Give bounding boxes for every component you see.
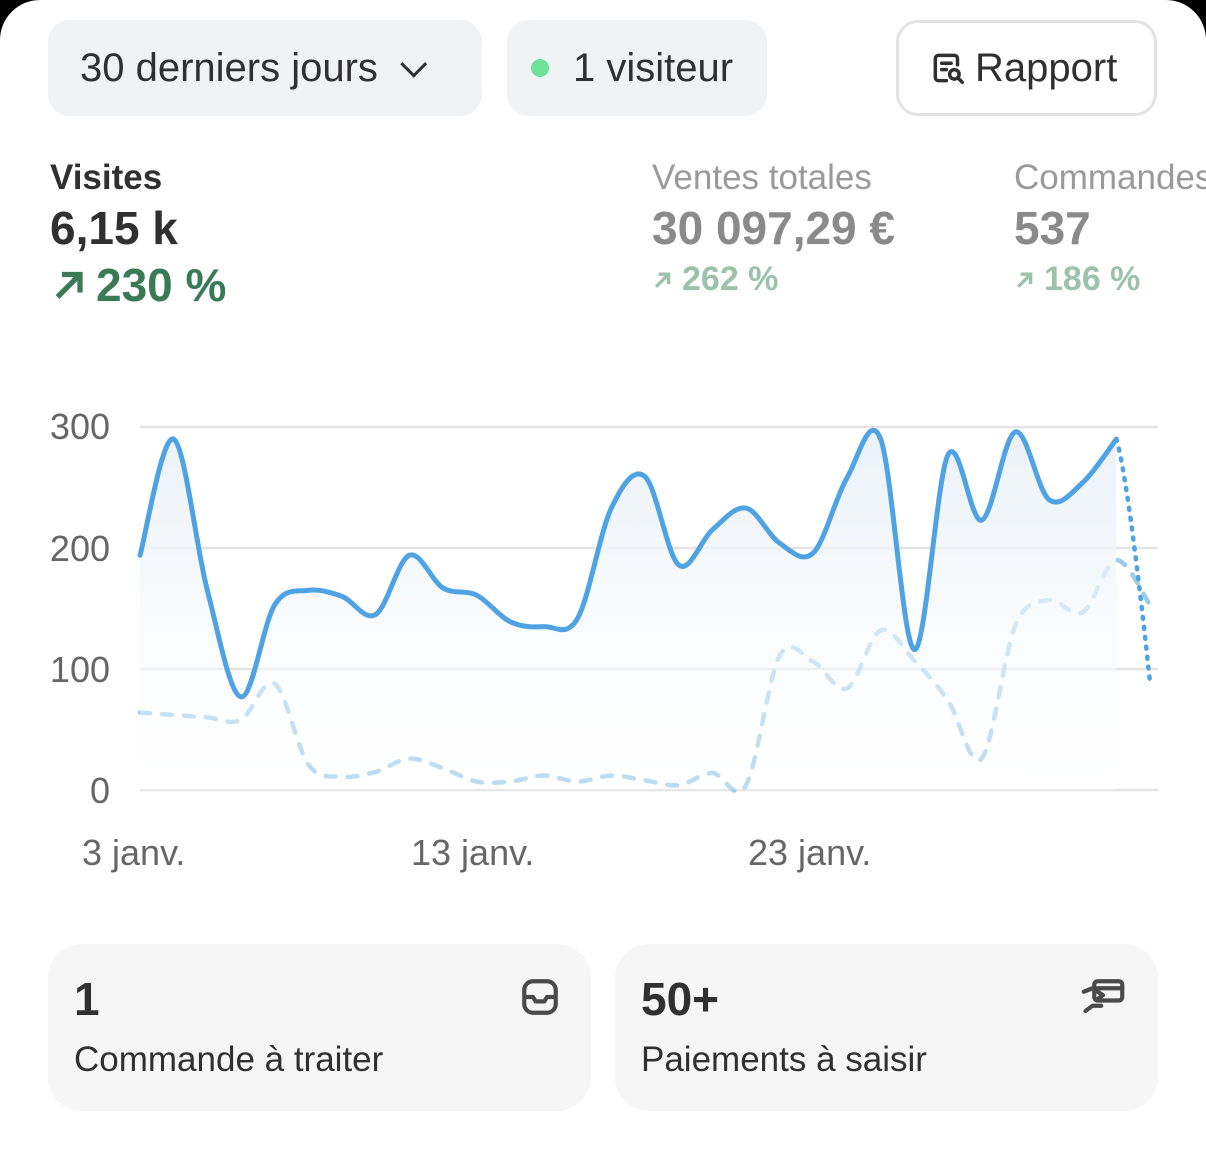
metric-label: Commandes — [1014, 158, 1206, 197]
metric-label: Visites — [50, 158, 163, 197]
series-line-current-incomplete — [1114, 436, 1153, 685]
metric-total-sales[interactable]: Ventes totales 30 097,29 € 262 % — [652, 158, 895, 299]
live-dot-icon — [531, 59, 549, 77]
visitors-label: 1 visiteur — [573, 45, 734, 90]
metric-change: 186 % — [1044, 260, 1141, 298]
metric-visits[interactable]: Visites 6,15 k 230 % — [50, 158, 226, 312]
card-number: 1 — [74, 973, 100, 1025]
metric-label: Ventes totales — [652, 158, 872, 197]
metric-value: 537 — [1014, 202, 1091, 254]
report-search-icon — [933, 53, 964, 84]
series-line-current — [137, 427, 1119, 700]
y-tick-label: 300 — [49, 406, 110, 447]
metric-change: 230 % — [96, 259, 227, 311]
x-tick-label: 23 janv. — [748, 832, 872, 873]
series-area-current — [140, 430, 1117, 790]
metric-value: 6,15 k — [50, 202, 178, 254]
date-range-label: 30 derniers jours — [80, 45, 378, 90]
hand-card-icon — [1081, 979, 1125, 1014]
inbox-icon — [522, 979, 558, 1015]
y-tick-label: 0 — [89, 770, 110, 811]
payments-to-capture-card[interactable]: 50+ Paiements à saisir — [615, 944, 1158, 1111]
series-line-previous — [137, 557, 1153, 794]
card-label: Paiements à saisir — [641, 1040, 927, 1079]
x-tick-label: 13 janv. — [411, 832, 535, 873]
x-tick-label: 3 janv. — [82, 832, 186, 873]
date-range-dropdown[interactable]: 30 derniers jours — [48, 20, 482, 116]
metric-orders[interactable]: Commandes 537 186 % — [1014, 158, 1206, 299]
report-button[interactable]: Rapport — [896, 20, 1157, 116]
arrow-up-right-icon — [1016, 272, 1033, 288]
chevron-down-icon — [400, 50, 428, 78]
y-tick-label: 100 — [49, 649, 110, 690]
live-visitors-button[interactable]: 1 visiteur — [507, 20, 767, 116]
metric-value: 30 097,29 € — [652, 202, 896, 254]
card-label: Commande à traiter — [74, 1040, 384, 1079]
orders-to-process-card[interactable]: 1 Commande à traiter — [48, 944, 591, 1111]
arrow-up-right-icon — [55, 271, 83, 299]
card-number: 50+ — [641, 973, 720, 1025]
y-tick-label: 200 — [49, 528, 110, 569]
report-label: Rapport — [975, 45, 1118, 90]
arrow-up-right-icon — [654, 272, 671, 288]
metric-change: 262 % — [682, 260, 779, 298]
visits-chart[interactable] — [0, 0, 1206, 900]
